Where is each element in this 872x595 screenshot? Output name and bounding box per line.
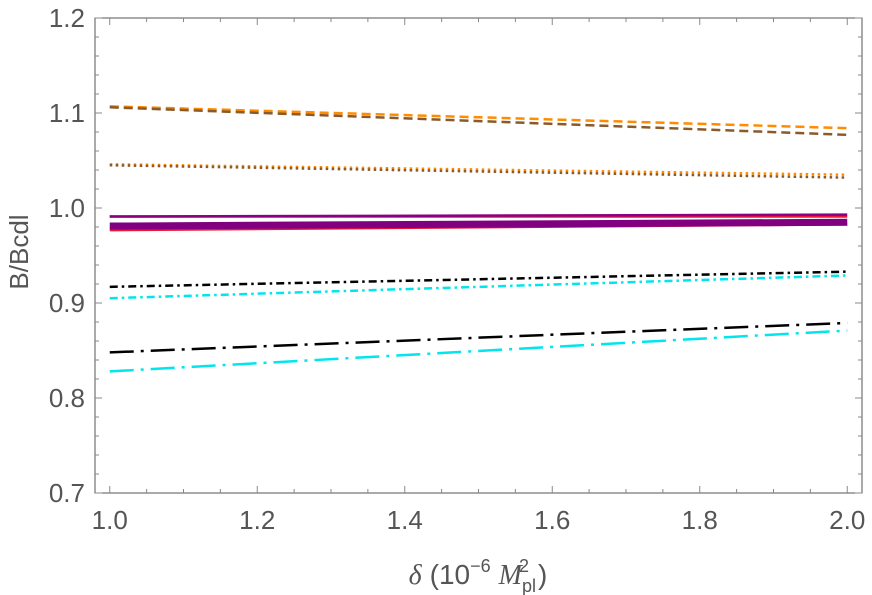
series-line-1 [109, 105, 848, 130]
y-tick-label: 1.1 [49, 98, 85, 128]
x-label-close: ) [538, 559, 547, 590]
y-tick-label: 1.0 [49, 193, 85, 223]
series-line-6 [109, 213, 848, 218]
y-axis-label: B/Bcdl [4, 214, 34, 289]
series-line-8 [109, 218, 848, 230]
series-line-12 [109, 329, 848, 373]
series-line-4 [109, 164, 848, 179]
x-tick-label: 1.0 [92, 505, 128, 535]
ticks-layer [95, 17, 862, 494]
x-label-mass: M [498, 560, 524, 591]
y-tick-label: 0.8 [49, 383, 85, 413]
series-line-3 [109, 163, 848, 176]
x-label-mass-sub: pl [522, 576, 536, 595]
x-label-exponent: −6 [470, 556, 491, 576]
series-layer [109, 105, 848, 373]
x-tick-label: 2.0 [829, 505, 865, 535]
plot-frame [94, 17, 863, 494]
y-tick-label: 0.9 [49, 288, 85, 318]
series-line-9 [109, 270, 848, 289]
x-label-symbol: δ [409, 560, 423, 591]
x-axis-label: δ (10−6 Mpl2) [409, 556, 548, 595]
x-label-mass-sup: 2 [519, 556, 529, 576]
y-tick-label: 1.2 [49, 3, 85, 33]
x-tick-label: 1.2 [239, 505, 275, 535]
series-line-11 [109, 321, 848, 354]
x-tick-label: 1.6 [534, 505, 570, 535]
x-tick-label: 1.8 [682, 505, 718, 535]
series-line-2 [109, 106, 848, 137]
series-line-10 [109, 274, 848, 300]
x-label-open: (10 [430, 559, 470, 590]
x-tick-label: 1.4 [387, 505, 423, 535]
tick-labels-layer: 1.0 1.2 1.4 1.6 1.8 2.0 0.7 0.8 0.9 1.0 1.1 1.2 [49, 3, 865, 535]
y-tick-label: 0.7 [49, 478, 85, 508]
